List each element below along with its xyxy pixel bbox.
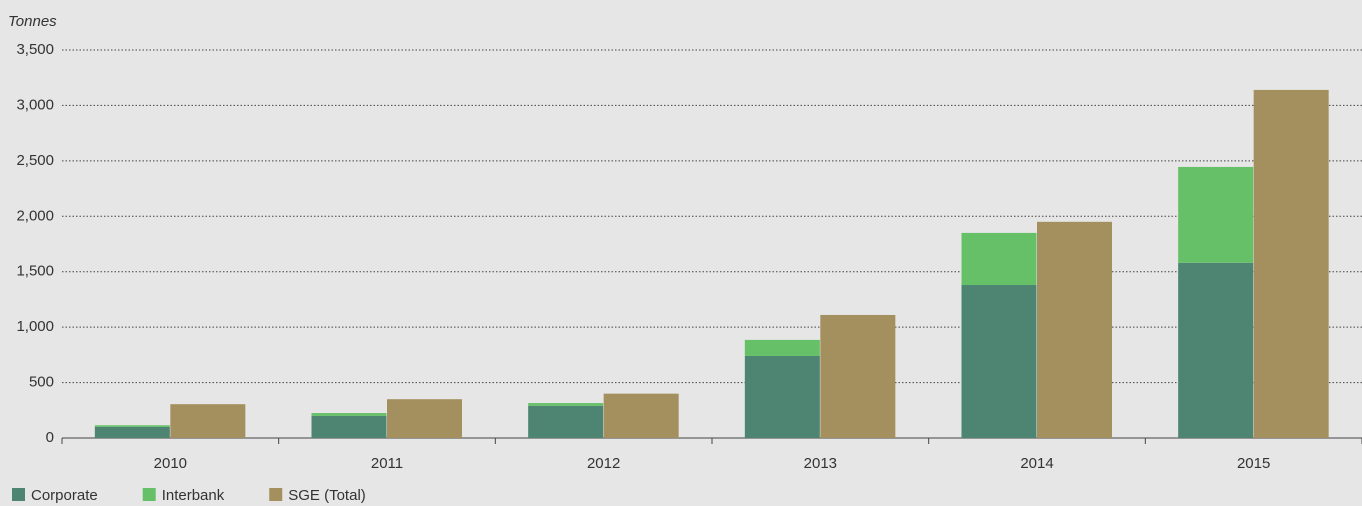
y-tick-label: 2,500: [16, 152, 54, 169]
bar: [1253, 89, 1329, 438]
y-tick-label: 0: [46, 429, 54, 446]
bar: [94, 425, 170, 427]
y-tick-label: 1,000: [16, 318, 54, 335]
bar: [1037, 221, 1112, 438]
bar: [820, 314, 896, 438]
bar: [1178, 166, 1254, 263]
bar: [94, 426, 170, 438]
bar: [170, 404, 246, 438]
bar: [528, 405, 604, 438]
bar: [387, 399, 462, 438]
bar: [744, 355, 820, 438]
legend-swatch: [12, 488, 25, 501]
legend-label: Corporate: [31, 487, 98, 504]
legend-swatch: [269, 488, 283, 501]
x-tick-label: 2013: [804, 455, 837, 472]
x-tick-label: 2010: [154, 455, 187, 472]
bar: [311, 415, 387, 438]
x-tick-label: 2011: [371, 455, 403, 472]
y-tick-label: 2,000: [16, 207, 54, 224]
bar: [603, 393, 679, 438]
y-tick-label: 1,500: [16, 263, 54, 280]
bar: [961, 285, 1037, 438]
y-tick-label: 500: [29, 374, 54, 391]
legend-label: SGE (Total): [288, 487, 366, 504]
y-tick-label: 3,000: [16, 96, 54, 113]
y-tick-label: 3,500: [16, 41, 54, 58]
x-tick-label: 2012: [587, 455, 620, 472]
bar: [744, 339, 820, 356]
x-tick-label: 2014: [1020, 455, 1053, 472]
legend-swatch: [142, 488, 156, 501]
y-axis-label: Tonnes: [8, 13, 57, 30]
x-tick-label: 2015: [1237, 455, 1270, 472]
bar: [528, 403, 604, 406]
bar: [311, 413, 387, 416]
bar: [1178, 262, 1254, 438]
bar: [961, 232, 1037, 286]
legend-label: Interbank: [162, 487, 225, 504]
